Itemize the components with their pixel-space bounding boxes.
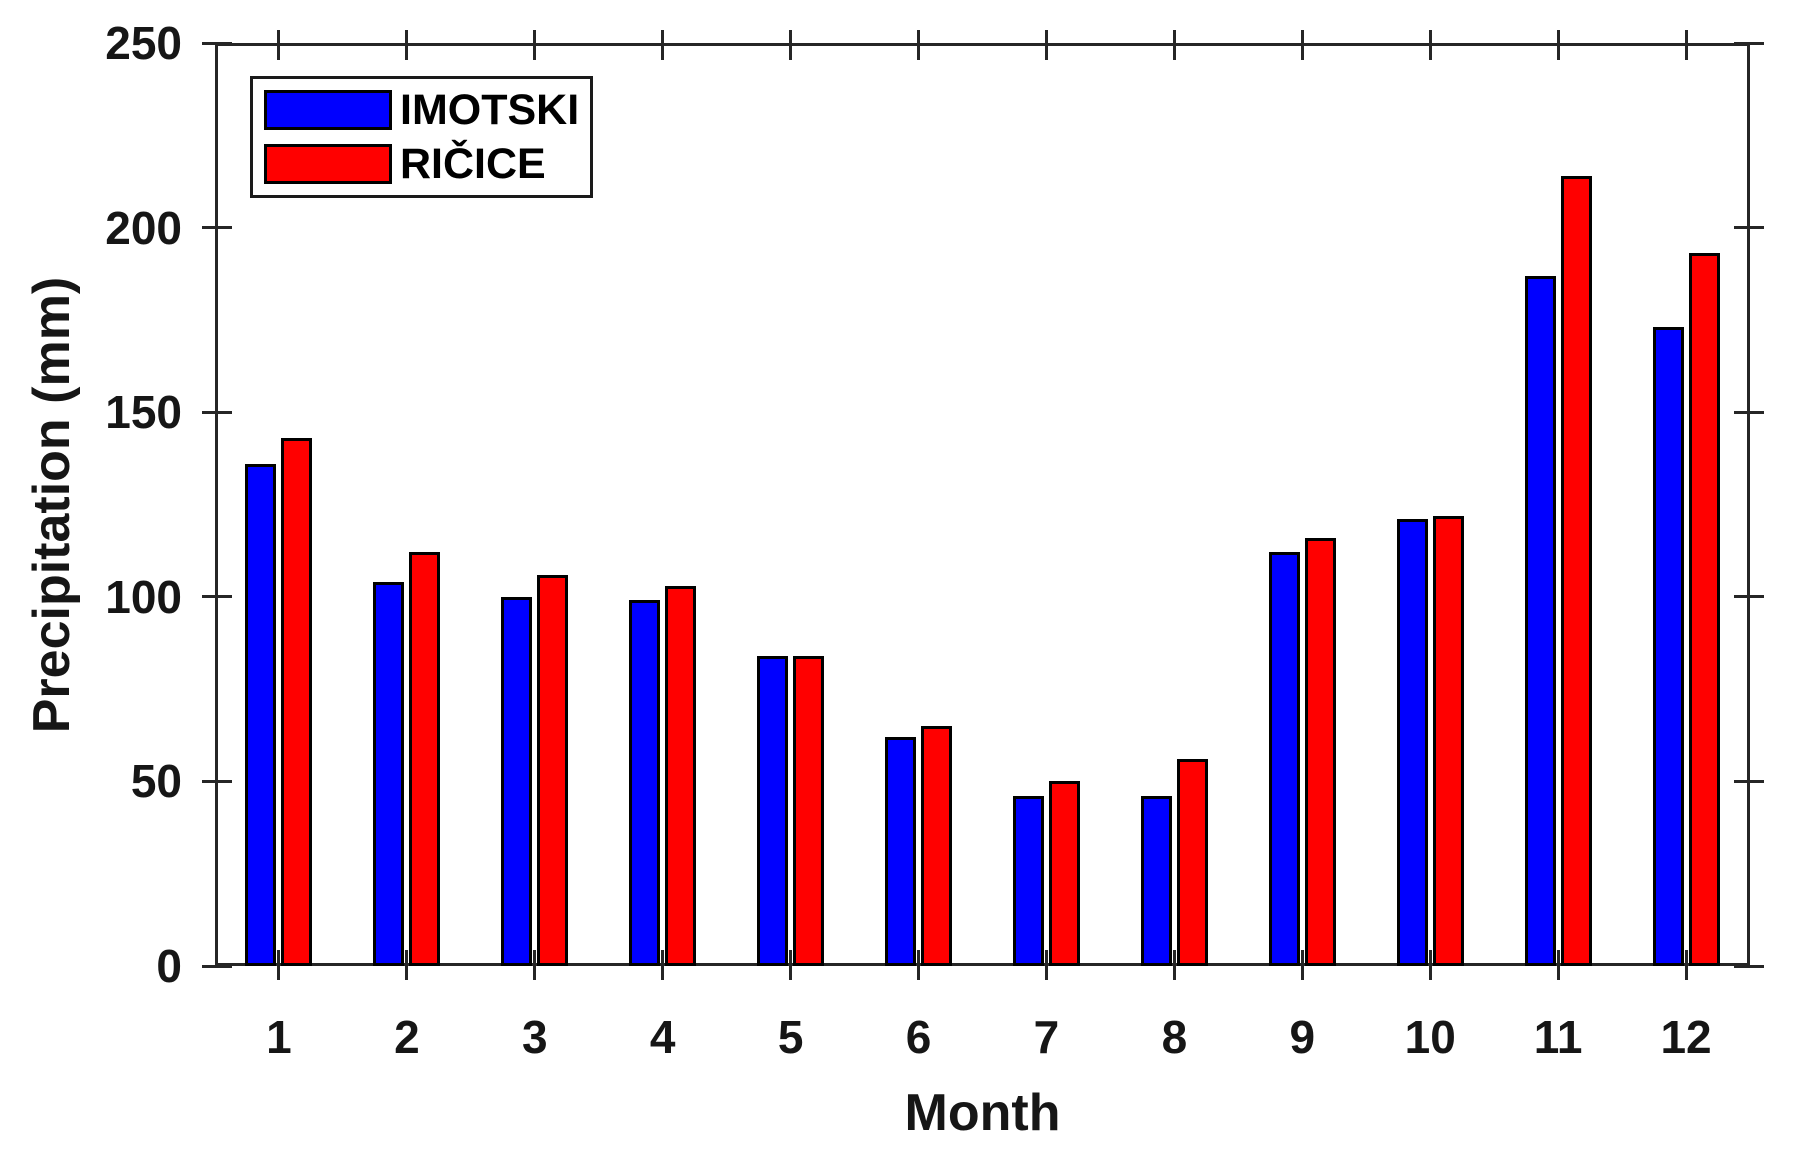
y-tick-right <box>1733 595 1764 599</box>
y-tick-left <box>201 779 232 783</box>
y-tick-right <box>1733 410 1764 414</box>
y-tick-left <box>201 964 232 968</box>
bar-ricice-month-8 <box>1176 759 1208 966</box>
legend-swatch-ricice-icon <box>264 143 392 184</box>
x-tick-top <box>661 29 665 60</box>
x-tick-bottom <box>661 949 665 980</box>
bar-imotski-month-9 <box>1268 552 1300 966</box>
legend-label-ricice: RIČICE <box>400 139 546 188</box>
x-tick-top <box>1044 29 1048 60</box>
legend-item-imotski: IMOTSKI <box>264 88 590 132</box>
x-tick-bottom <box>533 949 537 980</box>
y-tick-left <box>201 226 232 230</box>
legend: IMOTSKI RIČICE <box>250 76 593 198</box>
bar-ricice-month-10 <box>1432 515 1464 966</box>
bar-ricice-month-4 <box>665 585 697 966</box>
bar-imotski-month-3 <box>501 596 533 966</box>
legend-item-ricice: RIČICE <box>264 142 590 186</box>
legend-swatch-imotski-icon <box>264 90 392 131</box>
legend-label-imotski: IMOTSKI <box>400 86 580 135</box>
y-tick-left <box>201 41 232 45</box>
bar-ricice-month-3 <box>537 574 569 966</box>
bar-ricice-month-6 <box>921 726 953 966</box>
x-tick-label: 1 <box>266 1011 292 1063</box>
y-tick-label: 150 <box>105 386 182 439</box>
x-tick-label: 4 <box>649 1011 676 1063</box>
x-tick-top <box>789 29 793 60</box>
bar-ricice-month-1 <box>281 438 313 966</box>
y-tick-right <box>1733 964 1764 968</box>
y-axis-title: Precipitation (mm) <box>23 276 81 734</box>
y-tick-label: 100 <box>105 570 182 623</box>
x-tick-bottom <box>1684 949 1688 980</box>
bar-imotski-month-7 <box>1012 796 1044 966</box>
x-tick-top <box>533 29 537 60</box>
x-tick-label: 8 <box>1161 1011 1188 1063</box>
bar-imotski-month-8 <box>1140 796 1172 966</box>
bar-imotski-month-12 <box>1652 327 1684 966</box>
bar-ricice-month-5 <box>793 655 825 966</box>
x-tick-bottom <box>1172 949 1176 980</box>
y-tick-left <box>201 595 232 599</box>
y-tick-label: 50 <box>130 755 182 808</box>
y-tick-left <box>201 410 232 414</box>
x-tick-bottom <box>1428 949 1432 980</box>
x-tick-top <box>1428 29 1432 60</box>
bar-imotski-month-2 <box>373 582 405 966</box>
x-tick-bottom <box>1556 949 1560 980</box>
bar-imotski-month-6 <box>885 737 917 966</box>
x-tick-bottom <box>789 949 793 980</box>
bar-ricice-month-2 <box>409 552 441 966</box>
bar-ricice-month-11 <box>1560 175 1592 966</box>
x-tick-top <box>1684 29 1688 60</box>
x-tick-bottom <box>1300 949 1304 980</box>
bar-imotski-month-1 <box>245 463 277 966</box>
x-tick-label: 2 <box>394 1011 420 1063</box>
x-tick-label: 5 <box>777 1011 804 1063</box>
x-tick-bottom <box>277 949 281 980</box>
bar-ricice-month-7 <box>1048 781 1080 966</box>
x-tick-bottom <box>917 949 921 980</box>
x-tick-label: 12 <box>1660 1011 1712 1063</box>
x-tick-label: 6 <box>905 1011 932 1063</box>
x-tick-top <box>1172 29 1176 60</box>
x-tick-label: 11 <box>1533 1011 1583 1063</box>
y-tick-right <box>1733 226 1764 230</box>
bar-ricice-month-12 <box>1688 253 1720 966</box>
x-tick-label: 3 <box>521 1011 548 1063</box>
bar-imotski-month-5 <box>757 655 789 966</box>
x-tick-top <box>277 29 281 60</box>
x-tick-label: 10 <box>1404 1011 1456 1063</box>
y-tick-label: 200 <box>105 201 182 254</box>
axes-frame <box>215 43 1750 966</box>
x-tick-top <box>1300 29 1304 60</box>
x-tick-top <box>917 29 921 60</box>
x-axis-title: Month <box>904 1084 1061 1142</box>
y-tick-label: 250 <box>105 17 182 69</box>
x-tick-label: 9 <box>1289 1011 1316 1063</box>
bar-imotski-month-11 <box>1524 275 1556 966</box>
bar-imotski-month-10 <box>1396 519 1428 966</box>
bar-imotski-month-4 <box>629 600 661 966</box>
x-tick-top <box>1556 29 1560 60</box>
bar-ricice-month-9 <box>1304 537 1336 966</box>
y-tick-right <box>1733 41 1764 45</box>
x-tick-bottom <box>405 949 409 980</box>
x-tick-top <box>405 29 409 60</box>
y-tick-right <box>1733 779 1764 783</box>
x-tick-bottom <box>1044 949 1048 980</box>
y-tick-label: 0 <box>156 940 182 992</box>
x-tick-label: 7 <box>1033 1011 1060 1063</box>
